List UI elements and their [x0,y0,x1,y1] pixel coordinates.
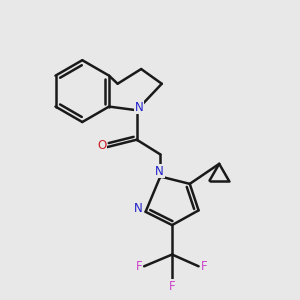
Text: O: O [98,139,106,152]
Text: F: F [136,260,142,273]
Text: N: N [134,202,142,215]
Text: N: N [135,101,143,114]
Text: F: F [201,260,207,273]
Text: N: N [155,165,164,178]
Text: F: F [169,280,175,293]
